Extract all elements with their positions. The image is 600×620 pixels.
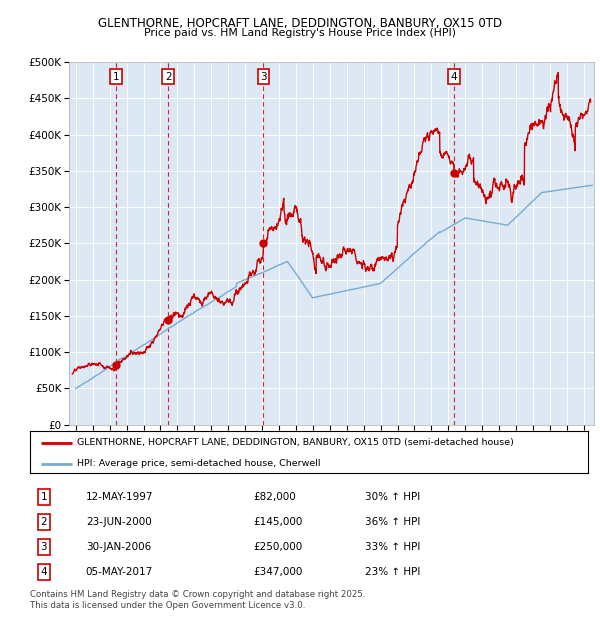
Text: £82,000: £82,000 — [253, 492, 296, 502]
Text: 12-MAY-1997: 12-MAY-1997 — [86, 492, 154, 502]
Text: £250,000: £250,000 — [253, 542, 302, 552]
Text: 1: 1 — [41, 492, 47, 502]
Text: 05-MAY-2017: 05-MAY-2017 — [86, 567, 153, 577]
Text: £145,000: £145,000 — [253, 517, 302, 527]
Text: HPI: Average price, semi-detached house, Cherwell: HPI: Average price, semi-detached house,… — [77, 459, 321, 468]
Text: 33% ↑ HPI: 33% ↑ HPI — [365, 542, 420, 552]
Text: 36% ↑ HPI: 36% ↑ HPI — [365, 517, 420, 527]
Text: £347,000: £347,000 — [253, 567, 302, 577]
Text: 1: 1 — [112, 71, 119, 81]
Text: Contains HM Land Registry data © Crown copyright and database right 2025.
This d: Contains HM Land Registry data © Crown c… — [30, 590, 365, 609]
Text: 2: 2 — [165, 71, 172, 81]
Text: 2: 2 — [41, 517, 47, 527]
Text: 4: 4 — [451, 71, 457, 81]
Text: GLENTHORNE, HOPCRAFT LANE, DEDDINGTON, BANBURY, OX15 0TD: GLENTHORNE, HOPCRAFT LANE, DEDDINGTON, B… — [98, 17, 502, 30]
Text: 4: 4 — [41, 567, 47, 577]
Text: 23% ↑ HPI: 23% ↑ HPI — [365, 567, 420, 577]
Text: 3: 3 — [260, 71, 267, 81]
Text: GLENTHORNE, HOPCRAFT LANE, DEDDINGTON, BANBURY, OX15 0TD (semi-detached house): GLENTHORNE, HOPCRAFT LANE, DEDDINGTON, B… — [77, 438, 514, 447]
Text: 30% ↑ HPI: 30% ↑ HPI — [365, 492, 420, 502]
Text: 30-JAN-2006: 30-JAN-2006 — [86, 542, 151, 552]
Text: 3: 3 — [41, 542, 47, 552]
Text: 23-JUN-2000: 23-JUN-2000 — [86, 517, 152, 527]
Text: Price paid vs. HM Land Registry's House Price Index (HPI): Price paid vs. HM Land Registry's House … — [144, 28, 456, 38]
